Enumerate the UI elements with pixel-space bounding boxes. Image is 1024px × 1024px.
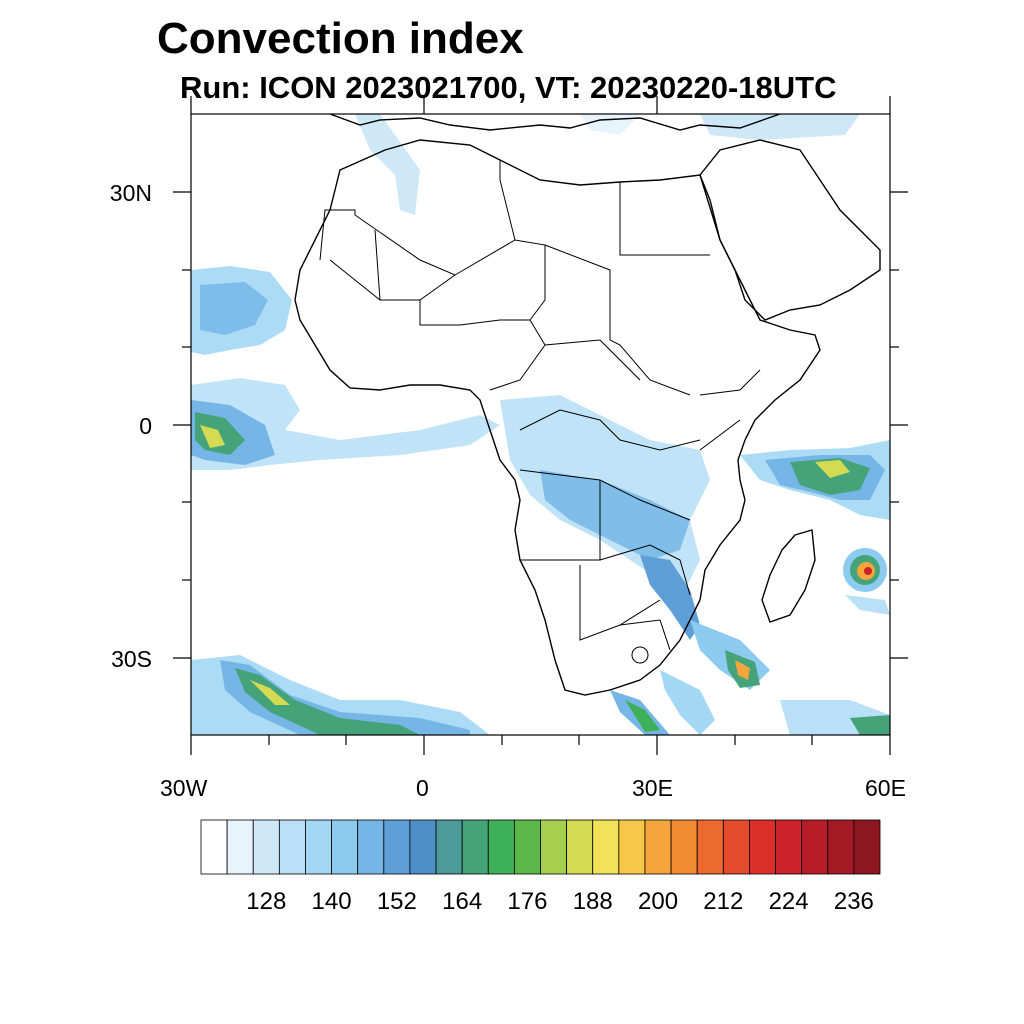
colorbar-label: 128 [246, 888, 287, 915]
colorbar-label: 176 [507, 888, 548, 915]
convection-patch [195, 412, 245, 455]
colorbar-swatch [644, 819, 672, 875]
colorbar-swatch [331, 819, 359, 875]
colorbar-swatch [461, 819, 489, 875]
axis-ticks [173, 96, 908, 755]
convection-patch [815, 460, 850, 478]
convection-patch [735, 660, 750, 680]
convection-patch [845, 595, 890, 615]
colorbar-swatch [278, 819, 306, 875]
arabia-coastline [699, 139, 881, 321]
colorbar-swatch [357, 819, 385, 875]
convection-patch [850, 715, 890, 735]
colorbar-label: 236 [833, 888, 874, 915]
colorbar-swatch [305, 819, 332, 875]
coastlines [294, 114, 881, 696]
colorbar-label: 140 [311, 888, 352, 915]
colorbar-swatch [618, 819, 646, 875]
colorbar-swatch [722, 819, 750, 875]
colorbar-swatch [540, 819, 568, 875]
lon-tick-label: 0 [416, 775, 429, 801]
colorbar-swatch [200, 819, 228, 875]
colorbar-swatch [853, 819, 881, 875]
lon-tick-label: 30W [160, 775, 208, 801]
lat-tick-label: 30N [109, 180, 152, 206]
colorbar-swatch [775, 819, 803, 875]
colorbar-label: 212 [703, 888, 744, 915]
convection-patch [355, 114, 420, 215]
convection-patch [660, 670, 715, 735]
colorbar-swatch [435, 819, 463, 875]
africa-coastline [294, 139, 821, 696]
colorbar-label: 188 [572, 888, 613, 915]
colorbar-swatch [409, 819, 437, 875]
convection-patch [540, 470, 690, 560]
colorbar-swatch [696, 819, 724, 875]
colorbar-swatch [827, 819, 855, 875]
colorbar-swatch [513, 819, 541, 875]
colorbar-swatch [801, 819, 829, 875]
colorbar-swatch [487, 819, 515, 875]
lon-tick-label: 60E [865, 775, 906, 801]
convection-patch [700, 114, 860, 140]
convection-patch [640, 555, 700, 640]
colorbar-swatch [670, 819, 698, 875]
colorbar-label: 152 [376, 888, 417, 915]
colorbar-swatch [592, 819, 620, 875]
colorbar-swatch [383, 819, 411, 875]
colorbar-label: 224 [768, 888, 809, 915]
lat-tick-label: 0 [139, 413, 152, 439]
europe-coastline [329, 114, 781, 131]
convection-patch [250, 680, 290, 705]
lon-tick-label: 30E [632, 775, 673, 801]
chart-title: Convection index [157, 14, 524, 63]
colorbar-swatch [252, 819, 280, 875]
convection-field [191, 114, 890, 735]
lat-tick-label: 30S [111, 646, 152, 672]
convection-patch [200, 282, 268, 335]
cyclone-core [864, 567, 872, 575]
convection-patch [200, 425, 225, 448]
madagascar-coastline [761, 529, 816, 623]
colorbar-swatch [749, 819, 776, 875]
colorbar-label: 200 [637, 888, 679, 915]
colorbar-label: 164 [442, 888, 483, 915]
colorbar-swatch [566, 819, 594, 875]
country-borders [319, 160, 761, 664]
colorbar-swatch [226, 819, 254, 875]
chart-subtitle: Run: ICON 2023021700, VT: 20230220-18UTC [180, 70, 837, 105]
convection-patch [625, 700, 660, 732]
